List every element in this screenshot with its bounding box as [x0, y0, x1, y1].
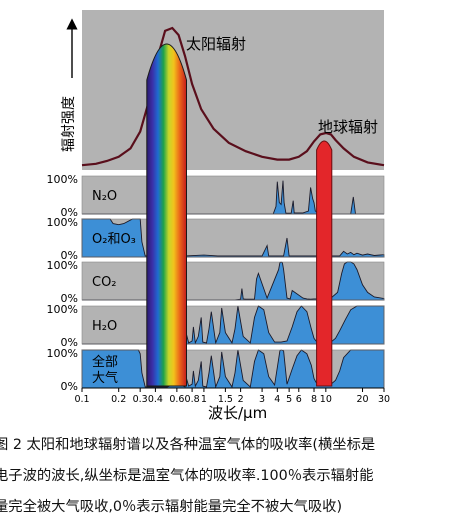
percent-0-label: 0% — [61, 249, 78, 262]
percent-0-label: 0% — [61, 292, 78, 305]
panel-bg — [82, 176, 384, 214]
absorption-area — [82, 305, 385, 345]
percent-100-label: 100% — [47, 303, 78, 316]
x-tick-label: 0.3 — [133, 394, 148, 405]
earth-radiation-band — [316, 140, 333, 387]
x-tick-label: 4 — [274, 394, 280, 405]
absorption-area — [82, 261, 385, 301]
earth-radiation-label: 地球辐射 — [318, 118, 378, 136]
radiation-spectrum-line — [81, 26, 385, 167]
visible-light-band — [146, 43, 187, 387]
x-tick-label: 1.5 — [218, 394, 233, 405]
x-tick-label: 10 — [320, 394, 332, 405]
percent-0-label: 0% — [61, 206, 78, 219]
panel-gas-label: H₂O — [92, 319, 117, 334]
x-axis-label: 波长/μm — [208, 404, 267, 422]
sun-radiation-label: 太阳辐射 — [186, 35, 246, 53]
percent-0-label: 0% — [61, 380, 78, 393]
caption-line-1: 图 2 太阳和地球辐射谱以及各种温室气体的吸收率(横坐标是 — [0, 437, 376, 453]
x-tick-label: 6 — [296, 394, 302, 405]
x-tick-label: 8 — [311, 394, 317, 405]
x-tick-label: 3 — [259, 394, 265, 405]
figure-caption: 图 2 太阳和地球辐射谱以及各种温室气体的吸收率(横坐标是 电子波的波长,纵坐标… — [0, 430, 458, 523]
panel-gas-label: CO₂ — [92, 275, 117, 290]
panel-gas-label: 大气 — [92, 370, 118, 386]
x-tick-label: 0.6 — [169, 394, 184, 405]
percent-100-label: 100% — [47, 216, 78, 229]
x-axis-ticks: 0.1 0.2 0.3 0.4 0.6 0.8 1 1.5 2 3 4 5 6 8 10 20 30 — [74, 387, 390, 405]
percent-100-label: 100% — [47, 347, 78, 360]
x-tick-label: 0.1 — [74, 394, 89, 405]
panel-frame — [81, 305, 385, 345]
percent-100-label: 100% — [47, 259, 78, 272]
x-tick-label: 0.4 — [148, 394, 163, 405]
panel-frame — [81, 261, 385, 301]
radiation-spectrum — [81, 26, 385, 167]
x-tick-label: 0.2 — [111, 394, 126, 405]
y-axis-label: 辐射强度 — [61, 96, 77, 152]
panel-frame — [81, 218, 385, 258]
panel-bg — [82, 262, 384, 300]
x-tick-label: 1 — [201, 394, 207, 405]
percent-100-label: 100% — [47, 173, 78, 186]
x-tick-label: 30 — [378, 394, 390, 405]
panel-gas-label: O₂和O₃ — [92, 232, 136, 247]
percent-0-label: 0% — [61, 336, 78, 349]
x-tick-label: 0.8 — [185, 394, 200, 405]
x-tick-label: 5 — [286, 394, 292, 405]
absorption-panels: 100%0%N₂O100%0%O₂和O₃100%0%CO₂100%0%H₂O10… — [47, 173, 385, 393]
panel-frame — [81, 175, 385, 215]
x-tick-label: 20 — [356, 394, 368, 405]
caption-line-2: 电子波的波长,纵坐标是温室气体的吸收率.100％表示辐射能 — [0, 468, 374, 484]
caption-line-3: 量完全被大气吸收,0％表示辐射能量完全不被大气吸收) — [0, 499, 343, 515]
panel-gas-label: N₂O — [92, 189, 117, 204]
panel-gas-label: 全部 — [92, 354, 118, 370]
x-tick-label: 2 — [238, 394, 244, 405]
radiation-bands — [146, 43, 333, 387]
